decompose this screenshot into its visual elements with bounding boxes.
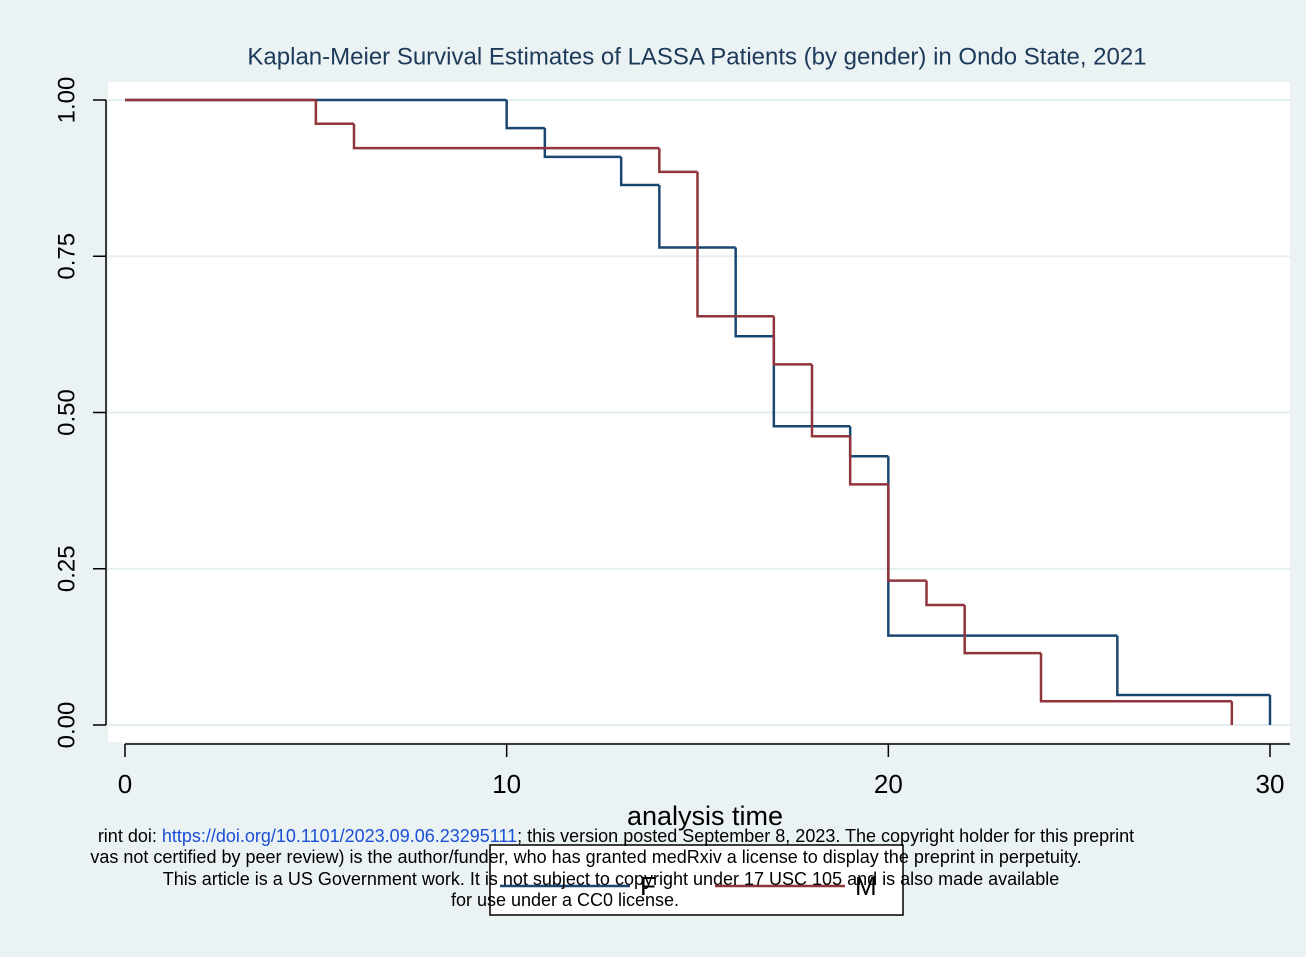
survival-step bbox=[658, 185, 736, 249]
x-tick-label: 30 bbox=[1256, 769, 1285, 799]
y-tick-label: 0.00 bbox=[53, 702, 80, 749]
y-tick-label: 0.25 bbox=[53, 545, 80, 592]
notice-line: This article is a US Government work. It… bbox=[163, 869, 1059, 889]
y-tick-label: 0.50 bbox=[53, 389, 80, 436]
survival-step bbox=[314, 100, 354, 125]
survival-step bbox=[848, 436, 889, 486]
survival-step bbox=[963, 605, 1041, 655]
notice-text: ; this version posted September 8, 2023.… bbox=[517, 826, 1134, 846]
x-tick-label: 20 bbox=[874, 769, 903, 799]
x-tick-label: 0 bbox=[118, 769, 132, 799]
survival-step bbox=[772, 336, 851, 428]
survival-step bbox=[505, 100, 545, 130]
survival-step bbox=[619, 156, 660, 187]
notice: rint doi: https://doi.org/10.1101/2023.0… bbox=[90, 826, 1134, 910]
legend-label: M bbox=[855, 871, 877, 901]
x-tick-label: 10 bbox=[492, 769, 521, 799]
notice-link[interactable]: https://doi.org/10.1101/2023.09.06.23295… bbox=[162, 826, 517, 846]
survival-step bbox=[696, 171, 774, 318]
legend-label: F bbox=[640, 871, 656, 901]
survival-step bbox=[543, 128, 622, 159]
survival-step bbox=[1039, 653, 1232, 703]
survival-step bbox=[925, 580, 965, 607]
y-tick-label: 0.75 bbox=[53, 233, 80, 280]
survival-step bbox=[734, 247, 774, 338]
survival-step bbox=[887, 484, 927, 582]
legend-box bbox=[489, 844, 904, 916]
notice-line: vas not certified by peer review) is the… bbox=[90, 847, 1081, 867]
y-tick-label: 1.00 bbox=[53, 77, 80, 124]
chart-title: Kaplan-Meier Survival Estimates of LASSA… bbox=[247, 43, 1146, 70]
notice-line: for use under a CC0 license. bbox=[451, 890, 679, 910]
x-axis-title: analysis time bbox=[627, 801, 783, 831]
survival-step bbox=[772, 316, 812, 366]
notice-text: rint doi: bbox=[98, 826, 162, 846]
survival-step bbox=[1116, 635, 1270, 697]
survival-step bbox=[810, 364, 851, 438]
survival-step bbox=[352, 123, 660, 150]
survival-step bbox=[658, 148, 698, 174]
notice-line: rint doi: https://doi.org/10.1101/2023.0… bbox=[98, 826, 1134, 846]
